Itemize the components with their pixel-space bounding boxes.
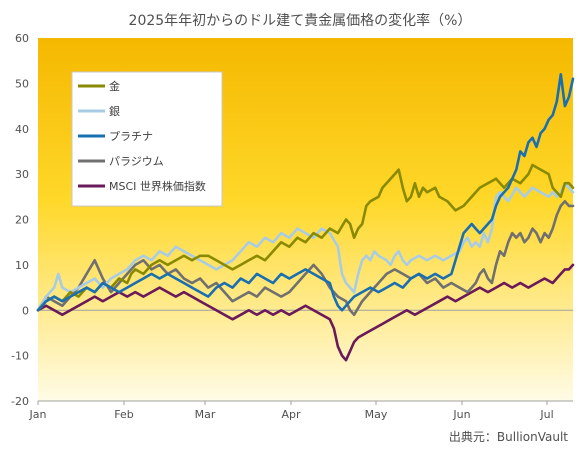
y-tick-label: 20: [15, 214, 29, 227]
x-tick-label: Mar: [195, 408, 216, 421]
y-tick-label: 50: [15, 77, 29, 90]
x-tick-label: Jul: [539, 408, 553, 421]
y-tick-label: 30: [15, 168, 29, 181]
y-tick-label: 0: [22, 304, 29, 317]
series-line-3: [36, 200, 575, 317]
series-line-1: [36, 181, 575, 312]
legend-label: MSCI 世界株価指数: [109, 179, 206, 193]
legend-label: 銀: [109, 104, 120, 118]
y-tick-label: -10: [11, 350, 29, 363]
y-tick-label: 60: [15, 32, 29, 45]
source-text: 出典元：BullionVault: [449, 430, 568, 444]
x-tick-label: Jan: [29, 408, 47, 421]
series-layer: [36, 73, 575, 362]
x-tick-label: Jun: [452, 408, 470, 421]
legend-label: 金: [109, 79, 120, 93]
x-tick-label: Feb: [114, 408, 133, 421]
y-axis: -20 -10 0 10 20 30 40 50 60: [11, 32, 573, 408]
series-line-2: [36, 73, 575, 312]
legend-box: [71, 71, 223, 207]
legend-label: パラジウム: [109, 155, 164, 168]
chart-title: 2025年年初からのドル建て貴金属価格の変化率（%）: [129, 12, 472, 29]
x-tick-label: Apr: [281, 408, 301, 421]
x-tick-label: May: [365, 408, 388, 421]
legend-label: プラチナ: [109, 130, 153, 143]
y-tick-label: -20: [11, 395, 29, 408]
series-line-0: [36, 163, 575, 312]
y-tick-label: 10: [15, 259, 29, 272]
x-axis: Jan Feb Mar Apr May Jun Jul: [29, 401, 554, 421]
series-line-4: [36, 263, 575, 362]
y-tick-label: 40: [15, 123, 29, 136]
